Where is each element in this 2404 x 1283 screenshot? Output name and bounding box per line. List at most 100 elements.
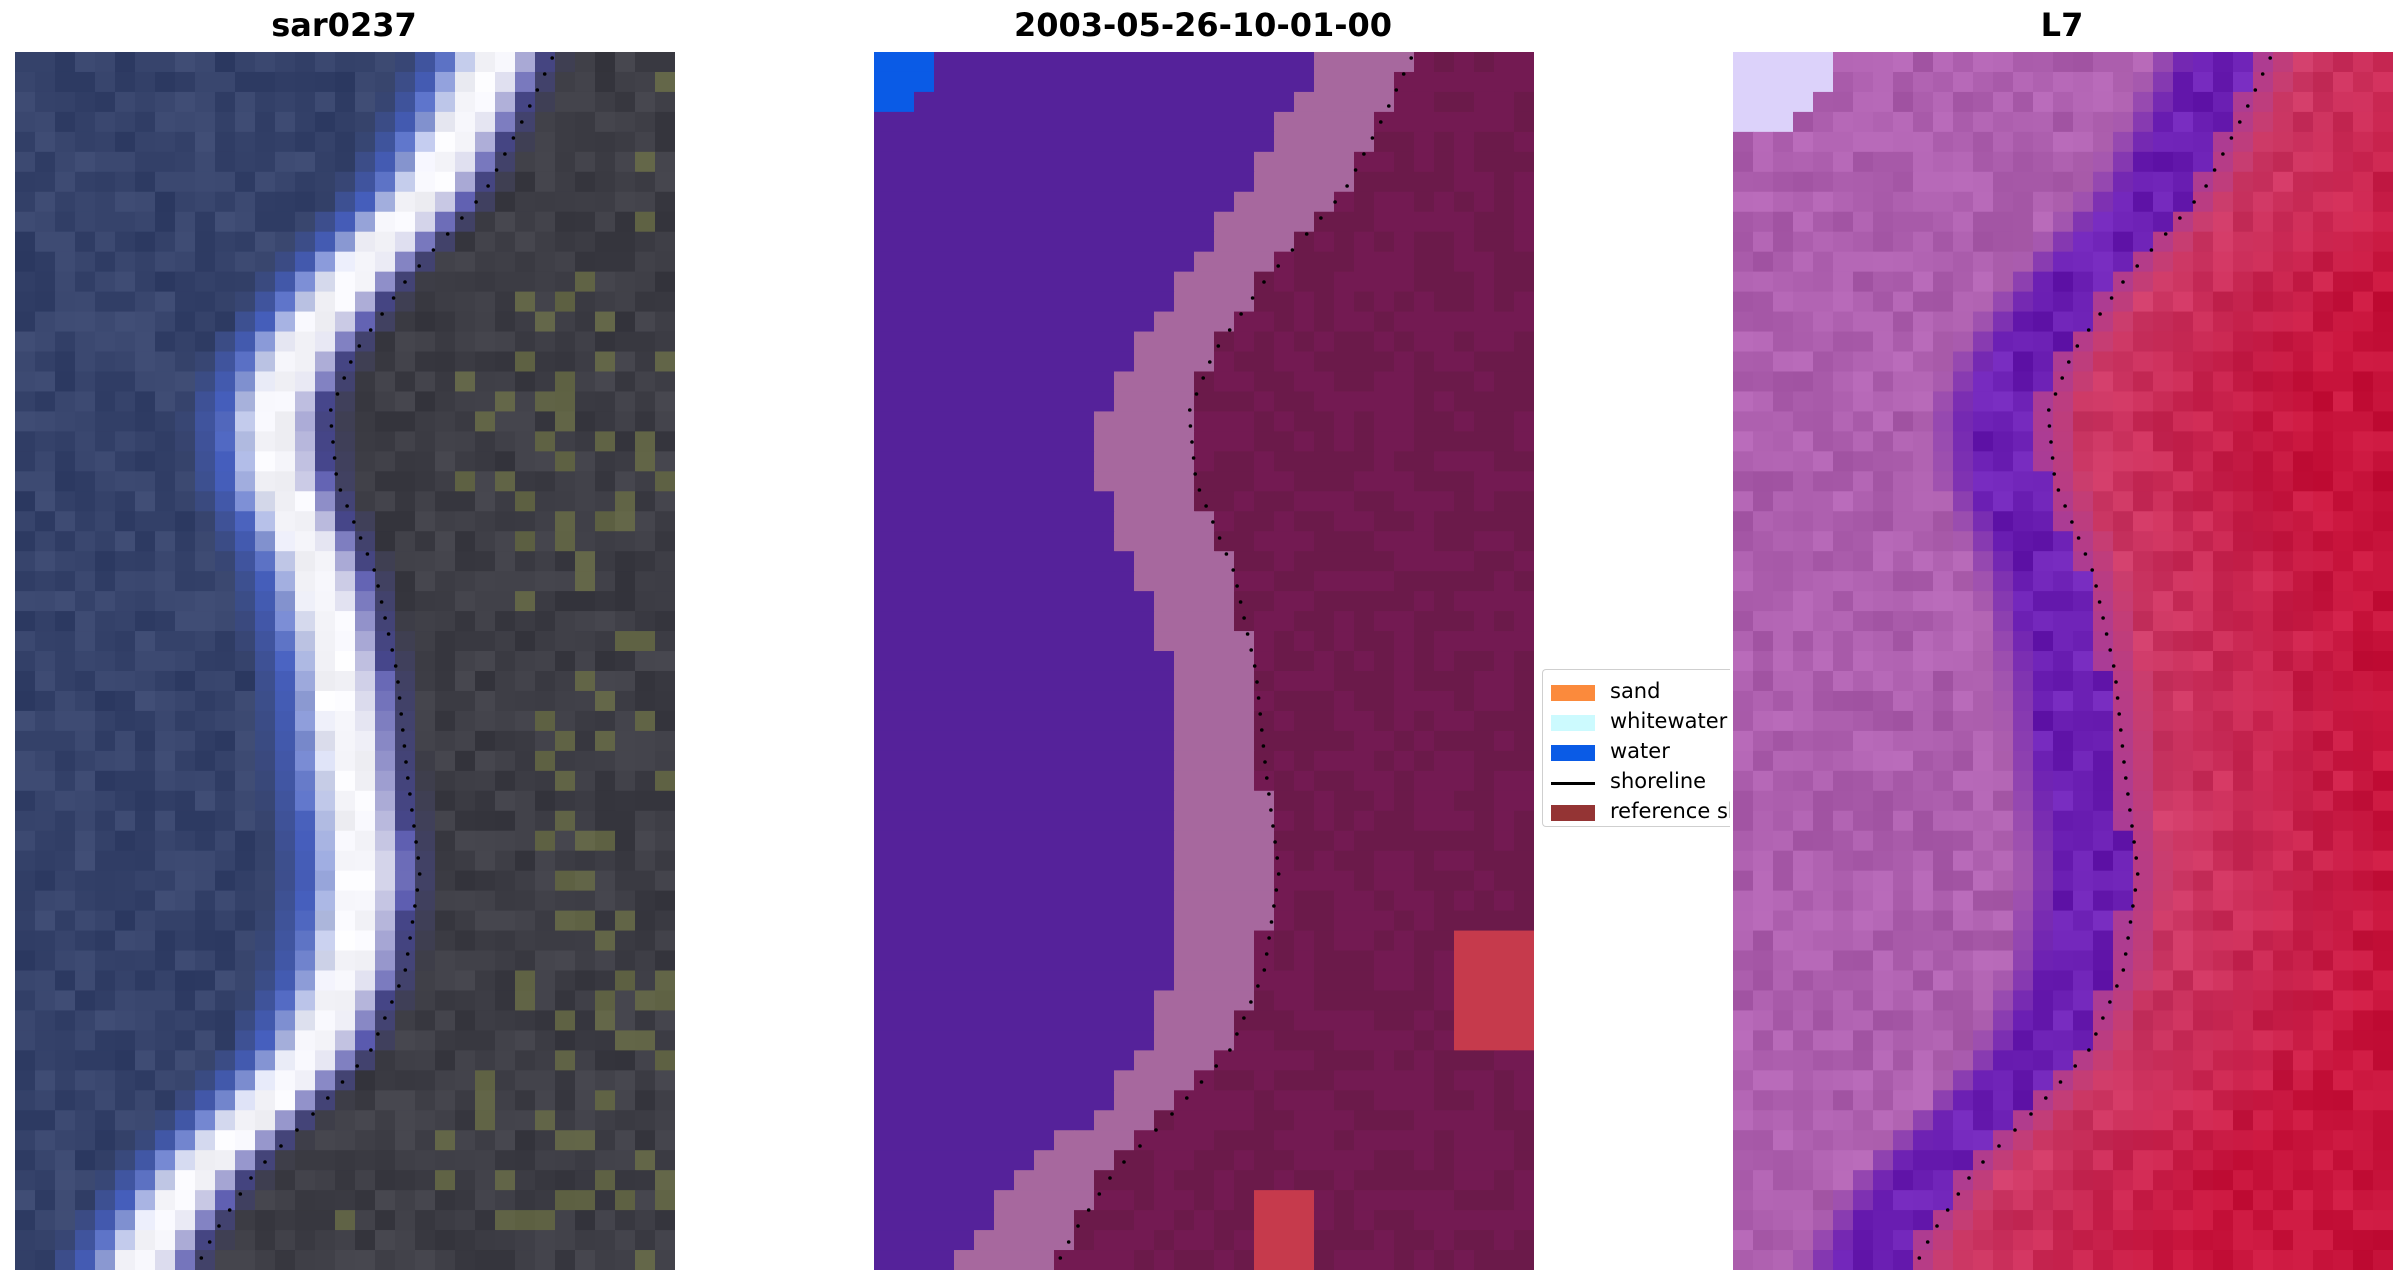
shoreline-point xyxy=(2131,904,2135,908)
shoreline-point xyxy=(445,232,450,236)
shoreline-point xyxy=(238,1192,243,1196)
shoreline-point xyxy=(408,792,412,796)
shoreline-point xyxy=(1263,760,1267,764)
shoreline-point xyxy=(2221,152,2225,156)
shoreline-point xyxy=(2238,120,2242,124)
shoreline-point xyxy=(2212,168,2217,172)
shoreline-point xyxy=(2101,616,2105,620)
shoreline-point xyxy=(1394,88,1399,92)
shoreline-point xyxy=(1108,1176,1112,1180)
shoreline-point xyxy=(1216,344,1221,348)
shoreline-point xyxy=(1235,584,1239,588)
shoreline-point xyxy=(334,472,339,476)
panel-title-l7: L7 xyxy=(2040,6,2084,44)
shoreline-point xyxy=(1304,232,1309,236)
shoreline-classified xyxy=(1058,56,1413,1260)
shoreline-point xyxy=(329,424,334,428)
shoreline-point xyxy=(2073,1064,2077,1068)
shoreline-point xyxy=(2114,680,2118,684)
shoreline-line-swatch xyxy=(1551,782,1595,785)
shoreline-point xyxy=(1956,1192,1961,1196)
shoreline-point xyxy=(1262,280,1266,284)
shoreline-point xyxy=(1228,1048,1232,1052)
shoreline-point xyxy=(207,1240,212,1244)
legend-item-sand: sand xyxy=(1543,678,1730,706)
shoreline-point xyxy=(1401,72,1406,76)
shoreline-point xyxy=(1227,328,1232,332)
shoreline-point xyxy=(2130,824,2134,828)
shoreline-point xyxy=(535,88,540,92)
shoreline-point xyxy=(1370,136,1375,140)
shoreline-point xyxy=(1238,600,1243,604)
shoreline-point xyxy=(1362,152,1366,156)
shoreline-point xyxy=(1997,1144,2001,1148)
shoreline-point xyxy=(1256,696,1261,700)
shoreline-point xyxy=(380,312,384,316)
shoreline-point xyxy=(2115,984,2119,988)
shoreline-point xyxy=(1066,1240,1071,1244)
shoreline-point xyxy=(1201,376,1205,380)
shoreline-point xyxy=(2135,872,2140,876)
shoreline-point xyxy=(227,1208,232,1212)
shoreline-point xyxy=(2123,952,2128,956)
shoreline-point xyxy=(404,760,408,764)
shoreline-point xyxy=(1274,888,1279,892)
shoreline-point xyxy=(1276,264,1280,268)
shoreline-point xyxy=(2229,136,2234,140)
classified-image-panel xyxy=(874,52,1534,1270)
shoreline-point xyxy=(2108,648,2112,652)
shoreline-point xyxy=(379,600,384,604)
shoreline-point xyxy=(397,984,401,988)
shoreline-point xyxy=(352,520,356,524)
shoreline-point xyxy=(1252,664,1257,668)
water-swatch xyxy=(1551,745,1595,761)
shoreline-point xyxy=(542,72,547,76)
shoreline-point xyxy=(1273,840,1277,844)
rgb-image-panel xyxy=(15,52,675,1270)
shoreline-point xyxy=(2124,776,2128,780)
shoreline-point xyxy=(1242,1016,1246,1020)
shoreline-point xyxy=(1258,712,1262,716)
shoreline-point xyxy=(2111,664,2116,668)
shoreline-point xyxy=(2013,1128,2017,1132)
shoreline-point xyxy=(408,936,412,940)
shoreline-point xyxy=(2087,1048,2091,1052)
shoreline-point xyxy=(405,952,410,956)
shoreline-point xyxy=(2178,216,2182,220)
shoreline-point xyxy=(338,488,343,492)
shoreline-point xyxy=(1333,200,1337,204)
shoreline-point xyxy=(383,616,387,620)
shoreline-point xyxy=(2192,200,2196,204)
shoreline-point xyxy=(1191,456,1196,460)
shoreline-point xyxy=(1267,936,1271,940)
shoreline-point xyxy=(2109,296,2114,300)
shoreline-point xyxy=(1076,1224,1080,1228)
legend-item-shoreline: shoreline xyxy=(1543,768,1730,796)
shoreline-point xyxy=(368,328,373,332)
shoreline-point xyxy=(1387,104,1391,108)
shoreline-point xyxy=(1058,1256,1063,1260)
shoreline-point xyxy=(1276,872,1281,876)
whitewater-swatch xyxy=(1551,715,1595,731)
shoreline-point xyxy=(2126,936,2130,940)
shoreline-point xyxy=(2132,840,2136,844)
shoreline-point xyxy=(1224,552,1229,556)
shoreline-point xyxy=(386,632,391,636)
shoreline-point xyxy=(413,904,417,908)
shoreline-point xyxy=(2121,280,2125,284)
shoreline-point xyxy=(390,1000,394,1004)
shoreline-point xyxy=(2050,456,2055,460)
shoreline-point xyxy=(494,168,499,172)
shoreline-point xyxy=(410,808,414,812)
legend-label: reference shoreline xyxy=(1610,799,1730,823)
shoreline-point xyxy=(2104,632,2109,636)
shoreline-point xyxy=(329,408,333,412)
shoreline-point xyxy=(1967,1176,1971,1180)
shoreline-point xyxy=(1154,1128,1158,1132)
shoreline-point xyxy=(1235,1032,1239,1036)
legend-item-reference-shoreline: reference shoreline xyxy=(1543,798,1730,826)
shoreline-point xyxy=(376,584,380,588)
shoreline-point xyxy=(1239,312,1243,316)
shoreline-point xyxy=(1231,568,1235,572)
shoreline-point xyxy=(2133,888,2138,892)
